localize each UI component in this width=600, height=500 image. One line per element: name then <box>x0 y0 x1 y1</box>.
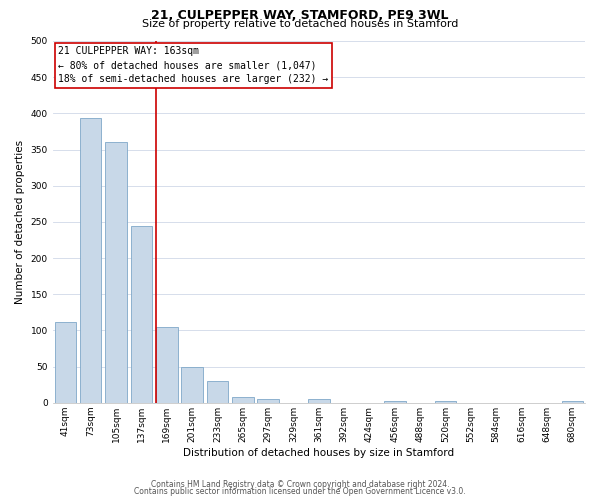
Text: Contains HM Land Registry data © Crown copyright and database right 2024.: Contains HM Land Registry data © Crown c… <box>151 480 449 489</box>
Bar <box>435 400 457 403</box>
Text: Contains public sector information licensed under the Open Government Licence v3: Contains public sector information licen… <box>134 487 466 496</box>
Text: Size of property relative to detached houses in Stamford: Size of property relative to detached ho… <box>142 19 458 29</box>
Bar <box>384 400 406 403</box>
Bar <box>232 397 254 403</box>
Text: 21 CULPEPPER WAY: 163sqm
← 80% of detached houses are smaller (1,047)
18% of sem: 21 CULPEPPER WAY: 163sqm ← 80% of detach… <box>58 46 328 84</box>
Bar <box>181 366 203 403</box>
Y-axis label: Number of detached properties: Number of detached properties <box>15 140 25 304</box>
Bar <box>131 226 152 403</box>
Bar <box>156 327 178 403</box>
Text: 21, CULPEPPER WAY, STAMFORD, PE9 3WL: 21, CULPEPPER WAY, STAMFORD, PE9 3WL <box>151 9 449 22</box>
Bar <box>257 399 279 403</box>
Bar <box>206 381 228 403</box>
Bar <box>55 322 76 403</box>
Bar <box>80 118 101 403</box>
Bar <box>308 399 329 403</box>
X-axis label: Distribution of detached houses by size in Stamford: Distribution of detached houses by size … <box>183 448 454 458</box>
Bar <box>105 142 127 403</box>
Bar <box>562 400 583 403</box>
